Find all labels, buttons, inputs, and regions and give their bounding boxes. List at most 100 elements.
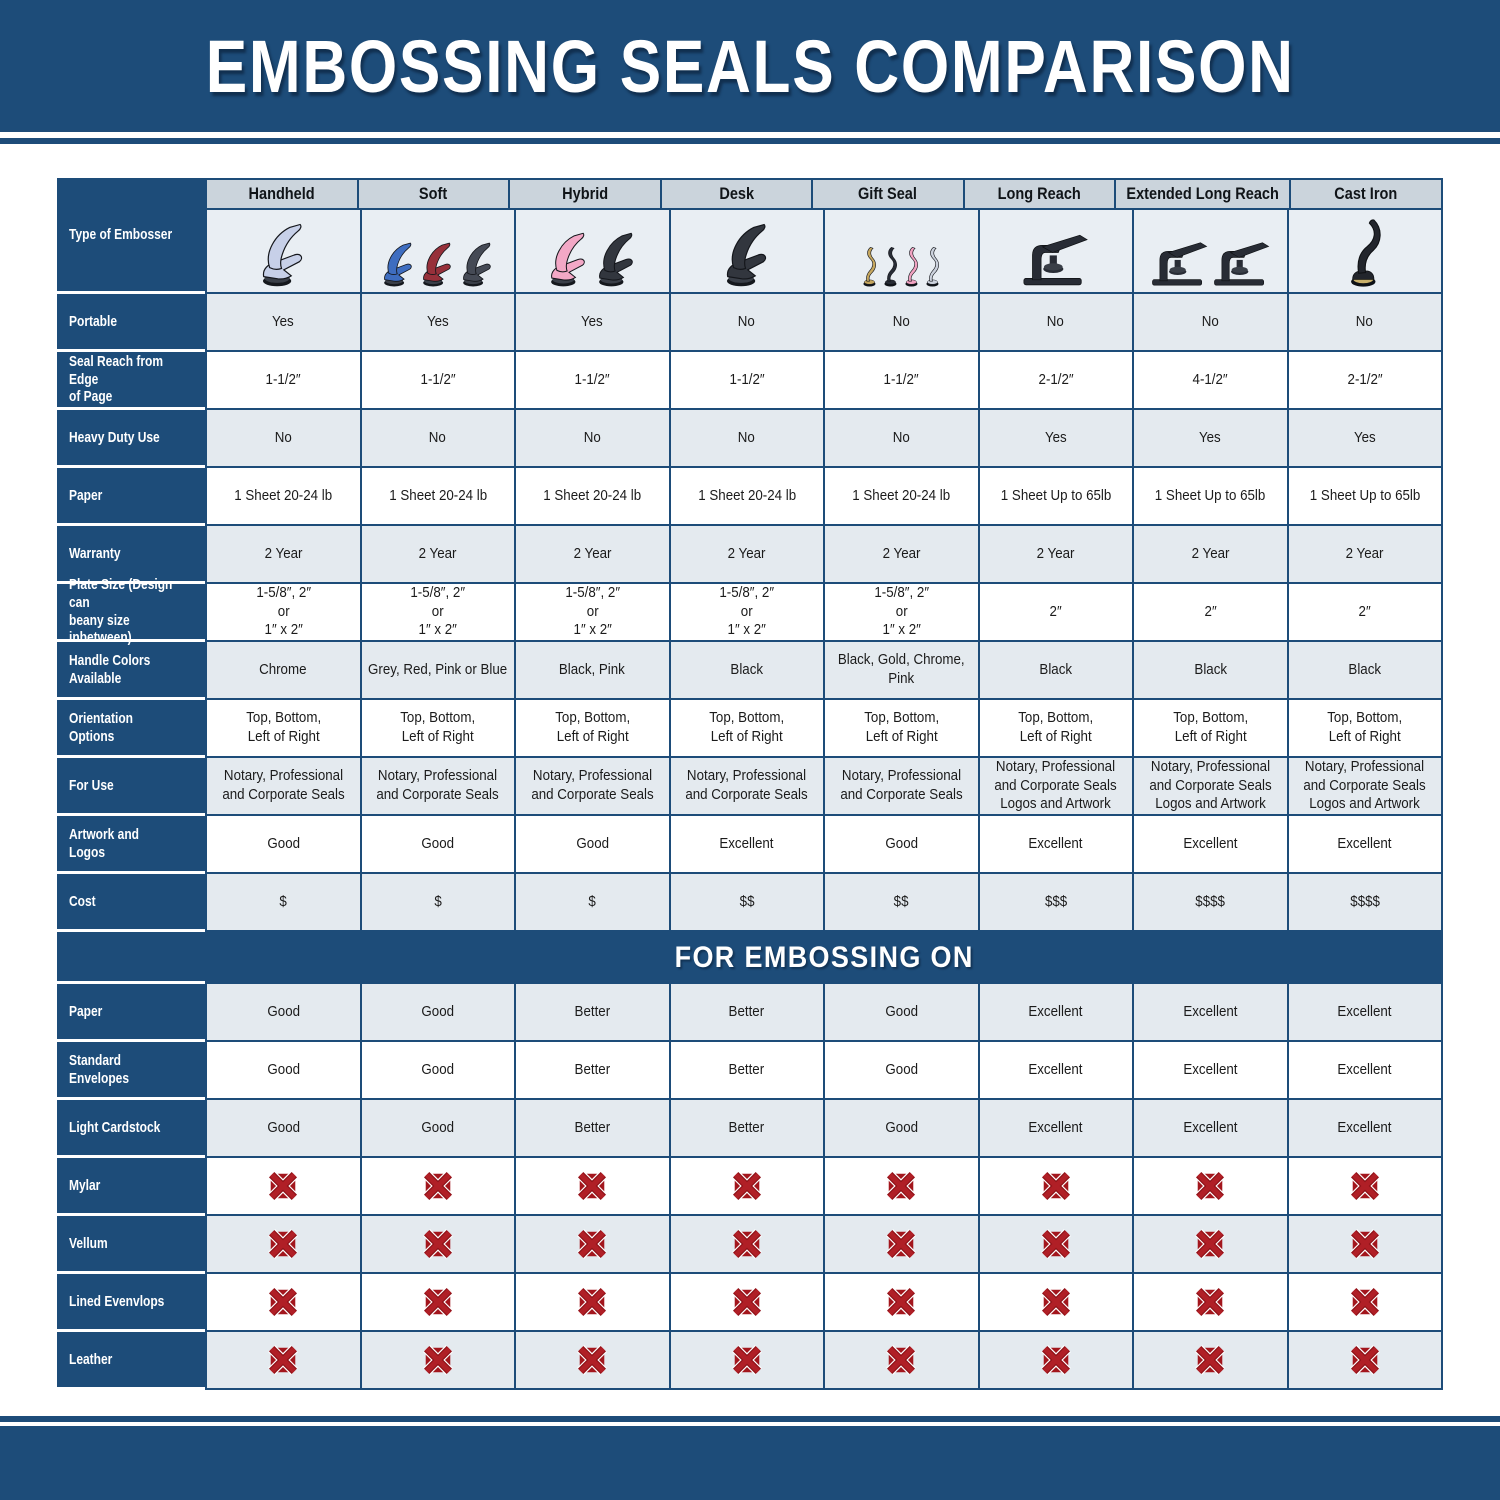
table-cell-text: Good xyxy=(266,835,300,852)
table-cell: No xyxy=(977,294,1132,352)
red-x-icon xyxy=(1349,1229,1380,1259)
column-header-label: Soft xyxy=(419,184,448,203)
table-cell-text: Excellent xyxy=(1183,1061,1238,1078)
table-cell-text: Better xyxy=(728,1061,765,1078)
table-cell-text: 1-1/2″ xyxy=(883,371,919,388)
row-label: Cost xyxy=(57,874,205,932)
table-cell: 2″ xyxy=(1286,584,1443,642)
red-x-icon xyxy=(577,1171,608,1201)
table-cell: Black xyxy=(1132,642,1287,700)
row-label-text: Standard Envelopes xyxy=(69,1051,130,1087)
table-cell: Better xyxy=(668,1042,823,1100)
embossing-section: Paper Good Good Better Better Good Excellent Ex… xyxy=(57,984,1443,1390)
table-cell: Black, Pink xyxy=(514,642,669,700)
table-cell-text: 1-5/8″, 2″ or 1″ x 2″ xyxy=(873,585,929,639)
table-cell: Notary, Professional and Corporate Seals… xyxy=(1286,758,1443,816)
table-cell-text: 1 Sheet Up to 65lb xyxy=(1000,487,1112,504)
table-cell xyxy=(823,1332,978,1390)
row-label: Plate Size (Design can beany size inbetw… xyxy=(57,576,205,646)
table-cell: Black xyxy=(668,642,823,700)
table-cell-text: Excellent xyxy=(1028,1119,1083,1136)
table-cell-text: Top, Bottom, Left of Right xyxy=(1327,710,1403,745)
table-cell xyxy=(823,1274,978,1332)
table-cell-text: Better xyxy=(574,1003,611,1020)
table-cell-text: Excellent xyxy=(1028,1003,1083,1020)
table-cell-text: No xyxy=(429,429,447,446)
column-header-label: Handheld xyxy=(248,184,315,203)
table-cell: Good xyxy=(359,984,514,1042)
red-x-icon xyxy=(1040,1171,1071,1201)
table-cell-text: Good xyxy=(575,835,609,852)
table-row: Paper 1 Sheet 20-24 lb 1 Sheet 20-24 lb 1 S… xyxy=(57,468,1443,526)
table-cell-text: Better xyxy=(574,1061,611,1078)
table-cell-text: $$ xyxy=(739,893,755,910)
table-cell: 1-1/2″ xyxy=(823,352,978,410)
table-cell: Better xyxy=(514,984,669,1042)
column-header-label: Hybrid xyxy=(561,184,608,203)
table-cell: Excellent xyxy=(1286,1042,1443,1100)
row-label: Vellum xyxy=(57,1216,205,1274)
table-cell-text: Top, Bottom, Left of Right xyxy=(245,710,321,745)
table-cell: Good xyxy=(205,1100,360,1158)
table-cell: Top, Bottom, Left of Right xyxy=(359,700,514,758)
table-cell-text: Yes xyxy=(426,313,449,330)
table-cell-text: Excellent xyxy=(1183,1003,1238,1020)
red-x-icon xyxy=(731,1171,762,1201)
row-cells: 2 Year 2 Year 2 Year 2 Year 2 Year 2 Year 2 Ye… xyxy=(205,526,1443,584)
table-cell-text: Excellent xyxy=(1183,1119,1238,1136)
table-cell-text: 1 Sheet 20-24 lb xyxy=(388,487,487,504)
red-x-icon xyxy=(577,1287,608,1317)
table-cell: 1-1/2″ xyxy=(205,352,360,410)
table-cell xyxy=(823,1216,978,1274)
table-cell: 1 Sheet Up to 65lb xyxy=(1286,468,1443,526)
embosser-image-cell xyxy=(205,210,360,294)
table-cell: 1-1/2″ xyxy=(514,352,669,410)
red-x-icon xyxy=(1349,1287,1380,1317)
table-cell: Grey, Red, Pink or Blue xyxy=(359,642,514,700)
table-cell-text: No xyxy=(738,313,756,330)
red-x-icon xyxy=(1040,1287,1071,1317)
table-row: Standard Envelopes Good Good Better Better Go… xyxy=(57,1042,1443,1100)
table-cell: 1-1/2″ xyxy=(668,352,823,410)
row-label-text: Paper xyxy=(69,1002,103,1020)
table-cell: Notary, Professional and Corporate Seals xyxy=(359,758,514,816)
table-cell-text: 4-1/2″ xyxy=(1192,371,1228,388)
table-cell: No xyxy=(1132,294,1287,352)
row-label-text: Handle Colors Available xyxy=(69,651,151,687)
table-cell: Excellent xyxy=(1286,984,1443,1042)
table-cell-text: Top, Bottom, Left of Right xyxy=(554,710,630,745)
table-cell xyxy=(1132,1158,1287,1216)
table-cell-text: Good xyxy=(884,1119,918,1136)
table-cell-text: No xyxy=(892,429,910,446)
column-header-desk: Desk xyxy=(659,178,812,210)
table-cell-text: Notary, Professional and Corporate Seals… xyxy=(1149,759,1272,813)
header-right: Handheld Soft Hybrid Desk Gift Seal Long Reac… xyxy=(205,178,1443,294)
table-row: Portable Yes Yes Yes No No No No No xyxy=(57,294,1443,352)
table-cell: 1-5/8″, 2″ or 1″ x 2″ xyxy=(514,584,669,642)
row-cells xyxy=(205,1216,1443,1274)
table-row: For Use Notary, Professional and Corporat… xyxy=(57,758,1443,816)
row-label: Paper xyxy=(57,984,205,1042)
table-cell: 2 Year xyxy=(1132,526,1287,584)
red-x-icon xyxy=(1195,1171,1226,1201)
table-cell: Yes xyxy=(514,294,669,352)
table-cell: No xyxy=(668,410,823,468)
table-cell: Better xyxy=(668,1100,823,1158)
row-cells: 1 Sheet 20-24 lb 1 Sheet 20-24 lb 1 Sheet … xyxy=(205,468,1443,526)
table-row: Lined Evenvlops xyxy=(57,1274,1443,1332)
row-label: Portable xyxy=(57,294,205,352)
table-cell: Top, Bottom, Left of Right xyxy=(1132,700,1287,758)
row-label: Mylar xyxy=(57,1158,205,1216)
row-cells: Good Good Better Better Good Excellent Excelle… xyxy=(205,1042,1443,1100)
column-header-label: Long Reach xyxy=(997,184,1081,203)
table-cell: 4-1/2″ xyxy=(1132,352,1287,410)
table-cell: Top, Bottom, Left of Right xyxy=(668,700,823,758)
table-cell: $$ xyxy=(823,874,978,932)
table-cell: 1-5/8″, 2″ or 1″ x 2″ xyxy=(205,584,360,642)
table-cell-text: Black xyxy=(730,661,764,678)
table-cell: Excellent xyxy=(977,984,1132,1042)
table-cell: Yes xyxy=(359,294,514,352)
embosser-image-gift-seal xyxy=(925,247,939,287)
table-cell-text: 2 Year xyxy=(264,545,303,562)
table-cell-text: Notary, Professional and Corporate Seals… xyxy=(994,759,1117,813)
